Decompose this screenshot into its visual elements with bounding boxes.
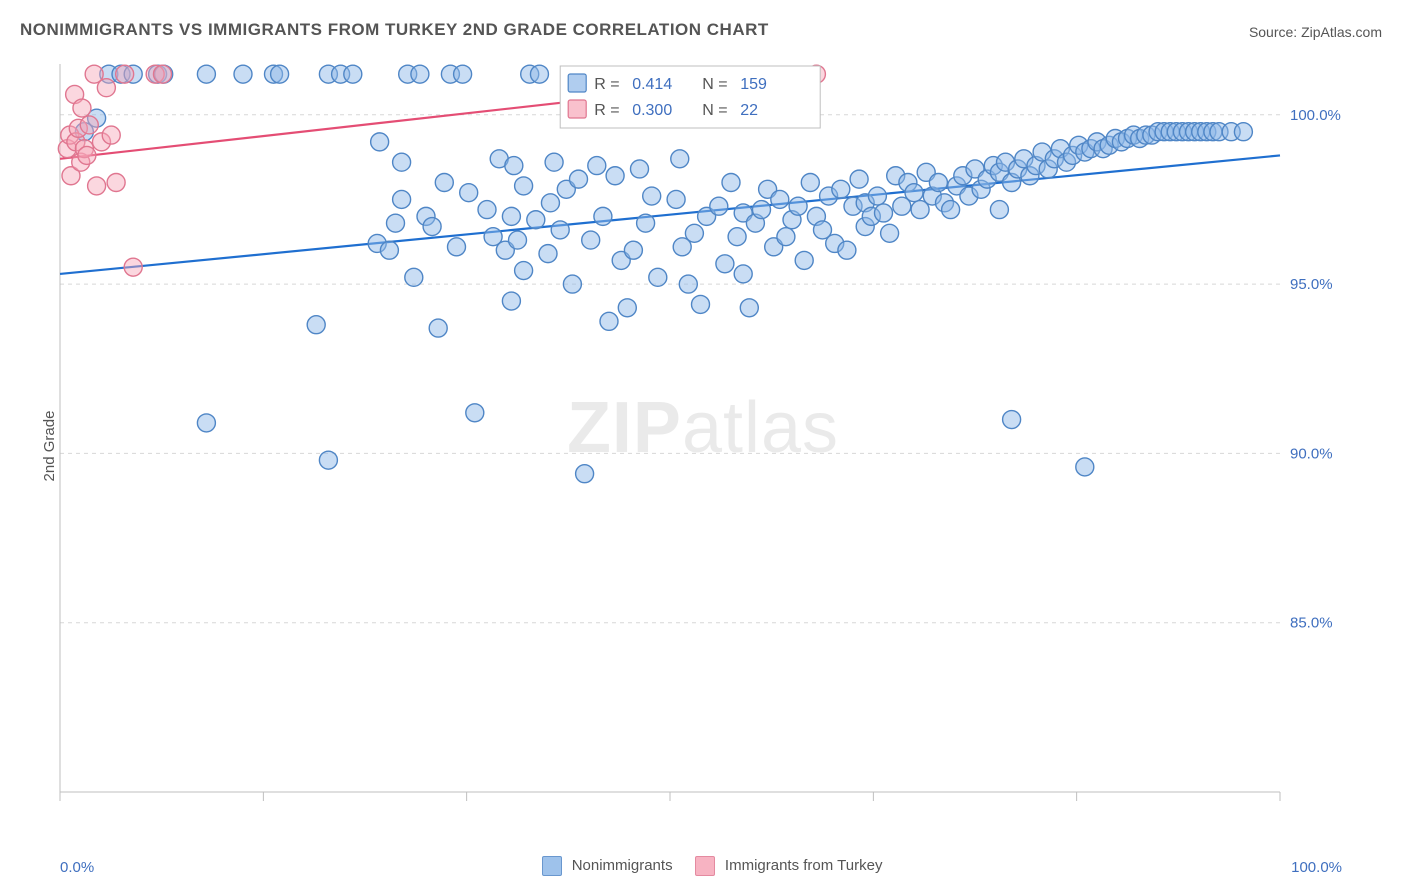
- svg-text:22: 22: [740, 102, 758, 119]
- svg-text:95.0%: 95.0%: [1290, 276, 1333, 293]
- source-value: ZipAtlas.com: [1301, 24, 1382, 40]
- svg-text:R =: R =: [594, 76, 619, 93]
- svg-text:R =: R =: [594, 102, 619, 119]
- bottom-legend: Nonimmigrants Immigrants from Turkey: [0, 856, 1406, 876]
- legend-swatch-nonimmigrants: [542, 856, 562, 876]
- svg-text:159: 159: [740, 76, 767, 93]
- chart-title: NONIMMIGRANTS VS IMMIGRANTS FROM TURKEY …: [20, 20, 769, 40]
- legend-label-nonimmigrants: Nonimmigrants: [572, 857, 673, 874]
- scatter-chart-svg: 85.0% 90.0% 95.0% 100.0% R = 0.414 N = 159 R = 0.…: [56, 60, 1346, 820]
- legend-swatch-immigrants: [695, 856, 715, 876]
- legend-label-immigrants: Immigrants from Turkey: [725, 857, 883, 874]
- source-label: Source:: [1249, 24, 1301, 40]
- svg-text:85.0%: 85.0%: [1290, 615, 1333, 632]
- svg-text:N =: N =: [702, 76, 727, 93]
- source-attribution: Source: ZipAtlas.com: [1249, 24, 1382, 40]
- svg-text:0.414: 0.414: [632, 76, 672, 93]
- svg-text:0.300: 0.300: [632, 102, 672, 119]
- chart-plot-area: 85.0% 90.0% 95.0% 100.0% R = 0.414 N = 159 R = 0.…: [56, 60, 1346, 820]
- svg-text:N =: N =: [702, 102, 727, 119]
- svg-text:90.0%: 90.0%: [1290, 445, 1333, 462]
- svg-text:100.0%: 100.0%: [1290, 107, 1341, 124]
